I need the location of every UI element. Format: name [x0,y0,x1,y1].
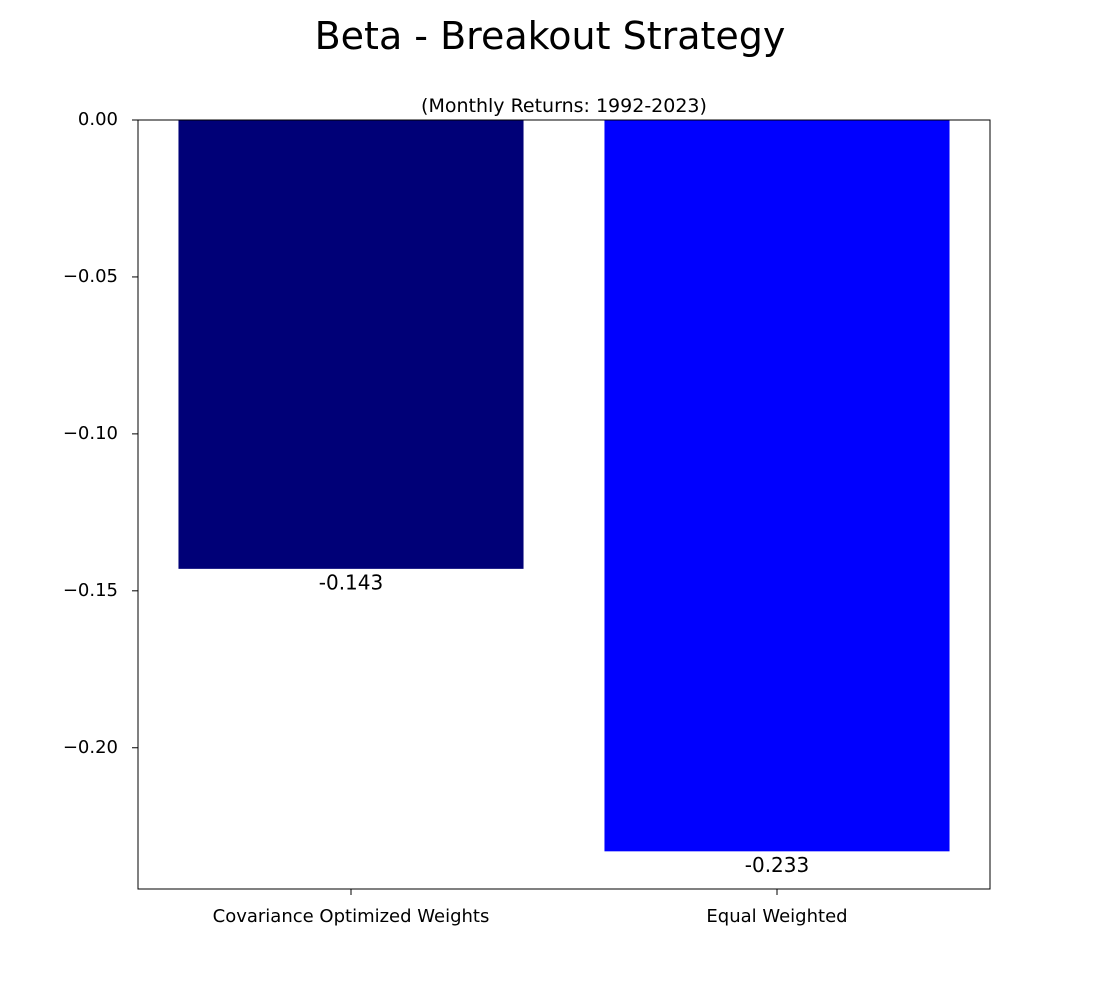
x-tick-label: Equal Weighted [706,906,847,927]
chart-subtitle: (Monthly Returns: 1992-2023) [421,95,707,117]
y-tick-label: −0.05 [63,266,118,287]
y-axis: 0.00 −0.05 −0.10 −0.15 −0.20 [63,109,138,758]
bars-layer: -0.143 -0.233 [178,120,950,877]
bar-2 [604,120,950,852]
y-tick-label: −0.20 [63,737,118,758]
bar-1 [178,120,524,569]
y-tick-label: −0.15 [63,580,118,601]
y-tick-label: 0.00 [78,109,118,130]
x-tick-label: Covariance Optimized Weights [213,906,490,927]
y-tick-label: −0.10 [63,423,118,444]
x-axis: Covariance Optimized Weights Equal Weight… [213,889,848,927]
chart-title: Beta - Breakout Strategy [314,14,786,58]
bar-value-label: -0.143 [319,570,383,594]
plot-frame [137,119,991,890]
bar-value-label: -0.233 [745,853,809,877]
